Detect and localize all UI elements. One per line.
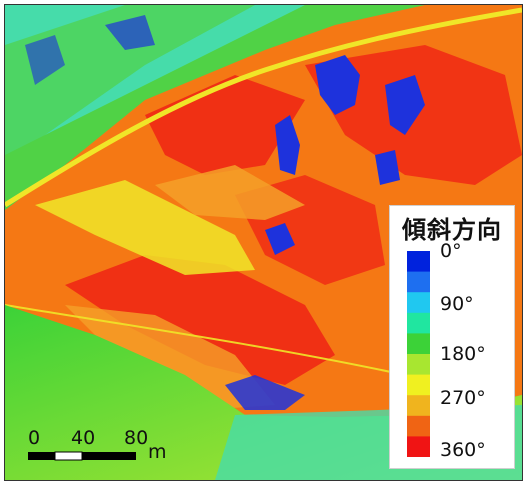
legend-label-360: 360° xyxy=(440,439,486,461)
map-region-upper-left-green xyxy=(5,5,255,165)
map-stream-line xyxy=(5,304,406,376)
legend-color-swatch xyxy=(407,251,430,273)
aspect-map-raster xyxy=(5,5,522,480)
scale-label-40: 40 xyxy=(71,427,96,449)
legend-color-swatch xyxy=(407,395,430,417)
scale-bar: 0 40 80 m xyxy=(28,428,178,464)
map-region-blue-7 xyxy=(105,15,155,50)
map-region-blue-2 xyxy=(275,115,300,175)
scale-unit: m xyxy=(148,441,167,463)
scale-label-0: 0 xyxy=(28,427,41,449)
map-region-yellow-2 xyxy=(65,305,275,410)
legend-label-90: 90° xyxy=(440,293,474,315)
legend-color-swatch xyxy=(407,436,430,457)
map-region-blue-4 xyxy=(385,75,425,135)
legend-color-swatch xyxy=(407,415,430,437)
legend-title: 傾斜方向 xyxy=(402,216,502,244)
scale-segment-3 xyxy=(82,452,136,460)
legend-color-swatch xyxy=(407,312,430,334)
map-region-yellow-1 xyxy=(35,180,255,275)
scale-segment-2 xyxy=(54,451,83,461)
legend-label-0: 0° xyxy=(440,240,462,262)
legend-color-swatch xyxy=(407,292,430,314)
legend-color-bar xyxy=(407,251,430,457)
map-region-blue-8 xyxy=(25,35,65,85)
map-region-blue-6 xyxy=(225,375,305,410)
scale-bar-graphic xyxy=(28,451,136,461)
legend-color-swatch xyxy=(407,333,430,355)
aspect-map xyxy=(4,4,523,481)
map-region-blue-3 xyxy=(265,223,295,255)
scale-segment-1 xyxy=(28,452,55,460)
legend-color-swatch xyxy=(407,374,430,396)
legend-color-swatch xyxy=(407,271,430,293)
legend-label-270: 270° xyxy=(440,387,486,409)
legend-label-180: 180° xyxy=(440,343,486,365)
map-region-blue-1 xyxy=(315,55,360,115)
legend: 傾斜方向 0° 90° 180° 270° 360° xyxy=(389,205,515,469)
map-road-line xyxy=(5,7,522,208)
legend-color-swatch xyxy=(407,354,430,376)
scale-label-80: 80 xyxy=(124,427,149,449)
map-region-light-orange xyxy=(155,165,305,220)
map-region-blue-5 xyxy=(375,150,400,185)
map-region-red-2 xyxy=(65,255,335,385)
